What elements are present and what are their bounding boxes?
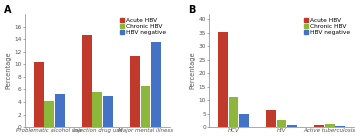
- Bar: [34, 62, 44, 127]
- Text: B: B: [188, 5, 195, 15]
- Bar: [82, 35, 92, 127]
- Bar: [92, 92, 102, 127]
- Bar: [218, 32, 228, 127]
- Y-axis label: Percentage: Percentage: [190, 52, 195, 89]
- Bar: [229, 97, 238, 127]
- Bar: [287, 125, 297, 127]
- Bar: [130, 56, 140, 127]
- Legend: Acute HBV, Chronic HBV, HBV negative: Acute HBV, Chronic HBV, HBV negative: [119, 17, 167, 35]
- Bar: [335, 126, 345, 127]
- Bar: [314, 125, 324, 127]
- Legend: Acute HBV, Chronic HBV, HBV negative: Acute HBV, Chronic HBV, HBV negative: [303, 17, 351, 35]
- Bar: [103, 96, 113, 127]
- Bar: [151, 42, 161, 127]
- Text: A: A: [4, 5, 11, 15]
- Bar: [239, 114, 249, 127]
- Bar: [277, 120, 286, 127]
- Y-axis label: Percentage: Percentage: [5, 52, 12, 89]
- Bar: [55, 94, 65, 127]
- Bar: [141, 86, 150, 127]
- Bar: [44, 101, 54, 127]
- Bar: [266, 110, 276, 127]
- Bar: [325, 124, 335, 127]
